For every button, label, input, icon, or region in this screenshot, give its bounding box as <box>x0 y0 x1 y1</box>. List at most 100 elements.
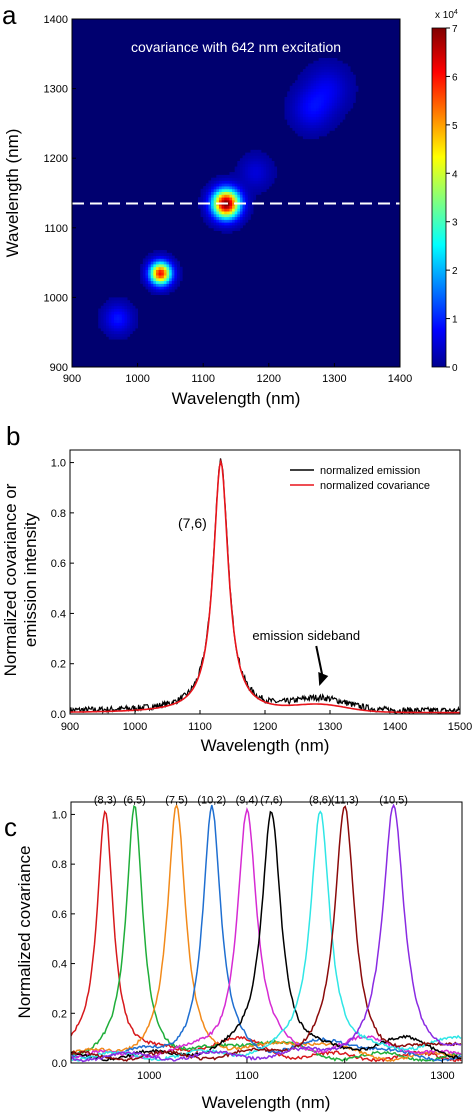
heatmap-cell <box>260 177 264 181</box>
heatmap-cell <box>224 186 228 190</box>
heatmap-cell <box>347 102 351 106</box>
heatmap-cell <box>108 316 112 321</box>
heatmap-cell <box>308 74 312 78</box>
legend-label: normalized emission <box>320 465 420 477</box>
heatmap-cell <box>124 330 128 334</box>
heatmap-cell <box>310 110 314 115</box>
heatmap-cell <box>232 202 236 206</box>
heatmap-cell <box>226 183 230 187</box>
y-tick-label: 0.2 <box>51 659 66 671</box>
heatmap-cell <box>339 66 343 70</box>
heatmap-cell <box>339 119 343 123</box>
heatmap-cell <box>287 91 291 95</box>
heatmap-cell <box>323 66 327 70</box>
heatmap-cell <box>169 275 173 279</box>
heatmap-cell <box>169 272 173 276</box>
x-tick-label: 900 <box>61 721 79 733</box>
heatmap-cell <box>153 291 157 296</box>
heatmap-cell <box>232 183 236 187</box>
heatmap-cell <box>119 325 123 329</box>
heatmap-cell <box>145 266 149 270</box>
heatmap-cell <box>171 255 175 259</box>
heatmap-cell <box>253 152 257 156</box>
heatmap-cell <box>295 88 299 92</box>
heatmap-cell <box>342 116 346 120</box>
heatmap-cell <box>337 91 341 95</box>
heatmap-cell <box>116 328 120 332</box>
heatmap-cell <box>347 96 351 101</box>
heatmap-cell <box>166 291 170 296</box>
heatmap-cell <box>226 194 230 198</box>
heatmap-cell <box>331 91 335 95</box>
heatmap-cell <box>163 272 167 276</box>
heatmap-cell <box>127 311 131 315</box>
heatmap-cell <box>258 174 262 179</box>
heatmap-cell <box>255 174 259 179</box>
heatmap-cell <box>297 122 301 126</box>
heatmap-cell <box>250 186 254 190</box>
heatmap-cell <box>274 166 278 170</box>
heatmap-cell <box>295 99 299 103</box>
heatmap-cell <box>339 85 343 89</box>
heatmap-cell <box>305 130 309 134</box>
heatmap-cell <box>326 119 330 123</box>
heatmap-cell <box>113 300 117 304</box>
heatmap-cell <box>326 63 330 67</box>
heatmap-cell <box>239 197 243 201</box>
series-line-86 <box>71 810 462 1062</box>
heatmap-cell <box>234 216 238 220</box>
heatmap-cell <box>318 57 322 62</box>
x-tick-label: 1200 <box>332 1070 356 1082</box>
heatmap-cell <box>247 202 251 206</box>
heatmap-cell <box>145 277 149 282</box>
heatmap-cell <box>242 213 246 218</box>
heatmap-cell <box>245 177 249 181</box>
heatmap-cell <box>313 77 317 81</box>
heatmap-cell <box>121 305 125 309</box>
heatmap-cell <box>271 172 275 176</box>
heatmap-cell <box>313 69 317 73</box>
series-line-65 <box>71 805 462 1063</box>
heatmap-cell <box>216 186 220 190</box>
heatmap-cell <box>163 266 167 270</box>
heatmap-cell <box>313 96 317 101</box>
heatmap-cell <box>323 94 327 98</box>
heatmap-cell <box>250 166 254 170</box>
heatmap-cell <box>344 66 348 70</box>
heatmap-cell <box>297 110 301 115</box>
heatmap-cell <box>124 308 128 312</box>
heatmap-cell <box>253 183 257 187</box>
heatmap-cell <box>284 96 288 101</box>
heatmap-cell <box>174 280 178 284</box>
heatmap-cell <box>218 211 222 215</box>
heatmap-cell <box>289 116 293 120</box>
panel-c-xlabel: Wavelength (nm) <box>202 1093 331 1112</box>
heatmap-cell <box>260 186 264 190</box>
heatmap-cell <box>339 69 343 73</box>
heatmap-cell <box>234 166 238 170</box>
heatmap-cell <box>326 60 330 64</box>
heatmap-cell <box>218 199 222 204</box>
heatmap-cell <box>316 63 320 67</box>
heatmap-cell <box>339 63 343 67</box>
heatmap-cell <box>211 222 215 226</box>
heatmap-cell <box>339 60 343 64</box>
heatmap-cell <box>229 191 233 195</box>
heatmap-cell <box>318 127 322 131</box>
heatmap-cell <box>121 308 125 312</box>
heatmap-cell <box>342 96 346 101</box>
heatmap-cell <box>234 208 238 212</box>
heatmap-cell <box>347 94 351 98</box>
heatmap-cell <box>229 225 233 229</box>
heatmap-cell <box>268 177 272 181</box>
heatmap-cell <box>308 94 312 98</box>
heatmap-cell <box>197 199 201 204</box>
heatmap-cell <box>129 319 133 323</box>
heatmap-cell <box>229 227 233 231</box>
heatmap-cell <box>350 85 354 89</box>
heatmap-cell <box>260 188 264 192</box>
heatmap-cell <box>337 122 341 126</box>
panel-letter-c: c <box>4 812 17 842</box>
heatmap-cell <box>284 110 288 115</box>
heatmap-cell <box>216 222 220 226</box>
